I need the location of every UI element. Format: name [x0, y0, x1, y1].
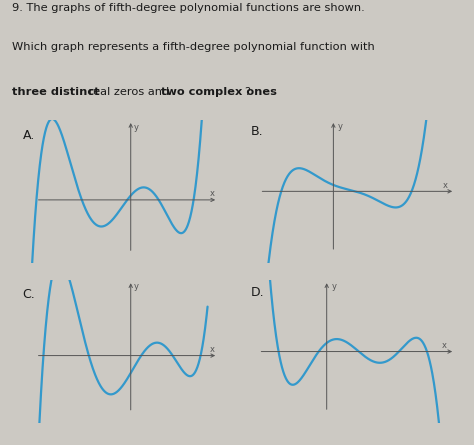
Text: three distinct: three distinct: [12, 87, 100, 97]
Text: x: x: [210, 189, 214, 198]
Text: ?: ?: [244, 87, 250, 97]
Text: D.: D.: [250, 286, 264, 299]
Text: x: x: [210, 345, 214, 354]
Text: y: y: [134, 123, 139, 132]
Text: x: x: [442, 341, 447, 350]
Text: Which graph represents a fifth‐degree polynomial function with: Which graph represents a fifth‐degree po…: [12, 42, 374, 52]
Text: y: y: [134, 283, 139, 291]
Text: C.: C.: [22, 288, 35, 301]
Text: two complex ones: two complex ones: [161, 87, 277, 97]
Text: B.: B.: [251, 125, 264, 138]
Text: real zeros and: real zeros and: [85, 87, 173, 97]
Text: y: y: [338, 121, 343, 131]
Text: y: y: [332, 282, 337, 291]
Text: A.: A.: [22, 129, 35, 142]
Text: x: x: [443, 181, 448, 190]
Text: 9. The graphs of fifth‐degree polynomial functions are shown.: 9. The graphs of fifth‐degree polynomial…: [12, 3, 365, 13]
